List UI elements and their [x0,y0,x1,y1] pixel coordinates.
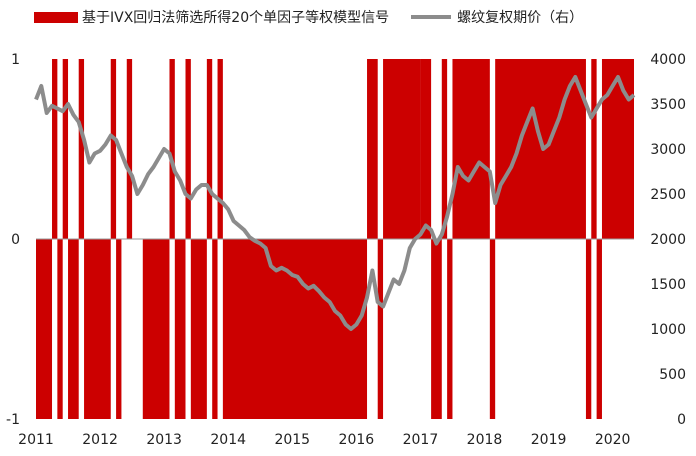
legend-swatch-signal [34,11,78,23]
signal-bar-18 [222,239,368,419]
x-tick-label: 2018 [467,432,503,448]
right-axis-ticks: 4000 3500 3000 2500 2000 1500 1000 500 0 [650,52,686,428]
signal-bar-19 [367,59,378,239]
x-tick-label: 2019 [531,432,567,448]
x-tick-label: 2017 [403,432,439,448]
legend-item-price: 螺纹复权期价（右） [411,7,583,27]
signal-bar-26 [452,59,490,239]
signal-bar-2 [57,239,63,419]
x-tick-label: 2016 [339,432,375,448]
signal-bar-7 [110,59,117,239]
legend-item-signal: 基于IVX回归法筛选所得20个单因子等权模型信号 [34,7,389,27]
signal-bar-5 [78,59,85,239]
legend: 基于IVX回归法筛选所得20个单因子等权模型信号 螺纹复权期价（右） [34,6,605,28]
signal-bar-29 [585,239,592,419]
signal-bar-10 [142,239,170,419]
right-tick-label: 2500 [650,187,686,203]
signal-bar-30 [591,59,597,239]
x-tick-label: 2013 [146,432,182,448]
signal-bar-23 [431,239,442,419]
signal-bar-27 [489,239,496,419]
signal-bar-12 [174,239,186,419]
legend-label-price: 螺纹复权期价（右） [457,10,584,26]
x-axis-ticks: 2011 2012 2013 2014 2015 2016 2017 2018 2019 2020 [18,432,630,448]
signal-bar-24 [441,59,448,239]
signal-bar-13 [185,59,191,239]
left-axis-ticks: 1 0 -1 [6,52,20,428]
price-line [34,75,636,331]
right-tick-label: 3500 [650,97,686,113]
right-tick-label: 500 [659,367,686,383]
signal-bar-6 [84,239,111,419]
signal-bar-3 [62,59,69,239]
signal-bar-0 [36,239,53,419]
left-tick-label: 0 [11,232,20,248]
right-tick-label: 1000 [650,322,686,338]
legend-label-signal: 基于IVX回归法筛选所得20个单因子等权模型信号 [82,10,390,26]
x-tick-label: 2012 [82,432,118,448]
signal-bar-21 [383,59,421,239]
signal-bar-11 [169,59,175,239]
x-tick-label: 2014 [210,432,246,448]
signal-bar-1 [52,59,58,239]
signal-bar-28 [495,59,586,239]
x-tick-label: 2015 [274,432,310,448]
signal-bar-15 [206,59,213,239]
signal-bar-14 [190,239,207,419]
right-tick-label: 3000 [650,142,686,158]
legend-swatch-price [411,15,452,19]
signal-bars [36,59,634,419]
signal-bar-8 [116,239,122,419]
signal-bar-16 [212,239,218,419]
right-tick-label: 0 [677,412,686,428]
signal-bar-22 [420,59,432,239]
signal-bar-31 [596,239,602,419]
right-tick-label: 4000 [650,52,686,68]
right-tick-label: 2000 [650,232,686,248]
signal-bar-4 [68,239,79,419]
left-tick-label: 1 [11,52,20,68]
signal-bar-32 [601,59,634,239]
x-tick-label: 2011 [18,432,54,448]
signal-bar-25 [447,239,453,419]
x-tick-label: 2020 [595,432,631,448]
signal-bar-9 [126,59,133,239]
right-tick-label: 1500 [650,277,686,293]
signal-bar-17 [217,59,223,239]
left-tick-label: -1 [6,412,20,428]
signal-bar-20 [377,239,384,419]
